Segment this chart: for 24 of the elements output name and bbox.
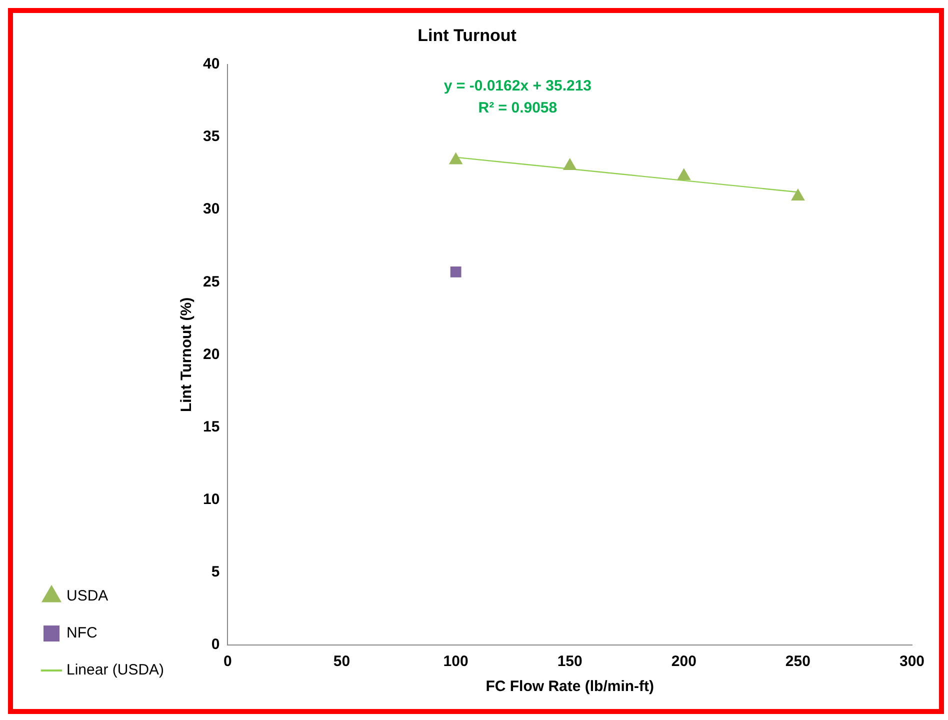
x-tick-label: 0 xyxy=(224,653,232,670)
y-axis-title: Lint Turnout (%) xyxy=(178,297,196,412)
y-tick-label: 20 xyxy=(203,346,220,363)
legend-label: Linear (USDA) xyxy=(66,662,164,679)
legend-label: USDA xyxy=(66,588,108,605)
x-tick-label: 300 xyxy=(899,653,925,670)
x-axis-title: FC Flow Rate (lb/min-ft) xyxy=(486,678,654,696)
annotation: R² = 0.9058 xyxy=(478,99,558,116)
x-tick-label: 50 xyxy=(333,653,350,670)
x-tick-label: 150 xyxy=(557,653,582,670)
x-tick-label: 250 xyxy=(785,653,810,670)
y-tick-label: 25 xyxy=(203,273,220,290)
y-tick-label: 0 xyxy=(211,636,220,654)
legend-label: NFC xyxy=(66,624,98,642)
y-tick-label: 30 xyxy=(203,200,220,218)
chart-title: Lint Turnout xyxy=(418,26,517,45)
y-tick-label: 10 xyxy=(203,490,220,508)
y-tick-label: 40 xyxy=(203,56,220,73)
x-tick-label: 200 xyxy=(671,653,696,670)
y-tick-label: 35 xyxy=(203,128,220,146)
annotation: y = -0.0162x + 35.213 xyxy=(444,77,592,94)
x-tick-label: 100 xyxy=(443,653,468,670)
y-tick-label: 15 xyxy=(203,418,220,436)
y-tick-label: 5 xyxy=(211,564,220,581)
